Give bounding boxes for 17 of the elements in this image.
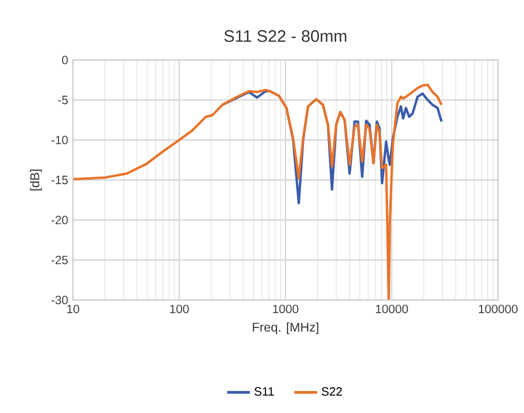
y-tick-label: -10 xyxy=(51,136,68,144)
y-tick-label: -25 xyxy=(51,256,68,264)
y-tick-label: -30 xyxy=(51,296,68,304)
x-tick-label: 1000 xyxy=(273,304,298,314)
x-axis-title: Freq. [MHz] xyxy=(252,322,318,334)
legend-label: S22 xyxy=(322,387,342,396)
x-tick-label: 100 xyxy=(170,304,189,314)
y-tick-label: -20 xyxy=(51,216,68,224)
y-tick-label: 0 xyxy=(62,56,68,64)
y-tick-label: -15 xyxy=(51,176,68,184)
x-tick-label: 10 xyxy=(67,304,80,314)
legend-label: S11 xyxy=(254,387,274,396)
x-tick-label: 10000 xyxy=(376,304,408,314)
y-tick-label: -5 xyxy=(58,96,68,104)
chart-title: S11 S22 - 80mm xyxy=(224,30,346,42)
x-tick-label: 100000 xyxy=(478,304,518,314)
y-axis-title: [dB] xyxy=(30,169,42,190)
